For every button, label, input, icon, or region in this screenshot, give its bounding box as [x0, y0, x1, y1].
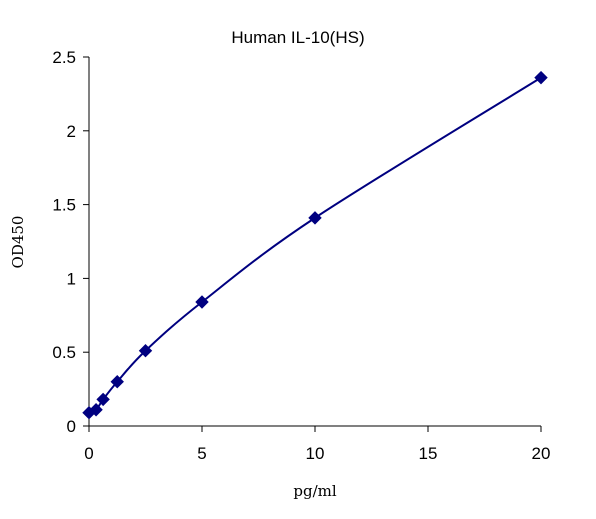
x-axis-label: pg/ml — [293, 482, 336, 500]
plot-area: 0 0.5 1 1.5 2 2.5 0 5 10 15 20 — [52, 48, 550, 463]
data-point-diamond — [110, 375, 124, 389]
y-tick-label: 2.5 — [52, 48, 76, 67]
data-point-diamond — [96, 392, 110, 407]
x-tick-label: 10 — [306, 444, 325, 463]
y-axis-label: OD450 — [9, 216, 27, 269]
standard-curve-line — [88, 76, 542, 414]
y-tick-label: 1.5 — [52, 196, 76, 215]
x-tick-label: 15 — [419, 444, 438, 463]
x-tick-label: 0 — [84, 444, 93, 463]
y-tick-label: 0 — [67, 417, 76, 436]
x-ticks: 0 5 10 15 20 — [84, 426, 550, 463]
y-tick-label: 2 — [67, 122, 76, 141]
data-point-diamond — [138, 344, 153, 358]
data-point-diamond — [308, 211, 322, 225]
y-tick-label: 1 — [67, 269, 76, 288]
data-point-diamond — [195, 295, 209, 309]
y-ticks: 0 0.5 1 1.5 2 2.5 — [52, 48, 89, 436]
chart-title: Human IL-10(HS) — [231, 28, 364, 47]
data-point-diamond — [89, 403, 103, 417]
x-tick-label: 5 — [197, 444, 206, 463]
x-tick-label: 20 — [532, 444, 551, 463]
data-point-diamond — [534, 70, 548, 85]
data-points — [82, 70, 548, 420]
y-tick-label: 0.5 — [52, 343, 76, 362]
